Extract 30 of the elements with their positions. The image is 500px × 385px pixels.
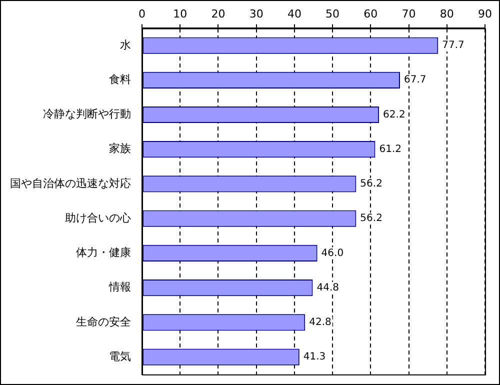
x-tick-label: 30 bbox=[249, 7, 264, 20]
data-label: 44.8 bbox=[316, 282, 340, 294]
y-tick-label: 体力・健康 bbox=[76, 246, 131, 260]
x-tick-label: 50 bbox=[326, 7, 340, 20]
x-tick-label: 60 bbox=[364, 7, 378, 20]
x-tick-label: 0 bbox=[138, 7, 146, 20]
x-tick-label: 10 bbox=[173, 7, 188, 20]
data-label: 46.0 bbox=[321, 248, 344, 259]
y-tick-label: 電気 bbox=[109, 350, 131, 363]
y-tick-label: 食料 bbox=[109, 72, 131, 86]
data-label: 56.2 bbox=[360, 213, 382, 224]
data-label: 41.3 bbox=[303, 352, 326, 363]
y-tick-label: 水 bbox=[120, 38, 131, 52]
y-tick-label: 生命の安全 bbox=[76, 315, 131, 328]
x-tick-label: 80 bbox=[440, 7, 454, 20]
y-tick-label: 情報 bbox=[108, 280, 131, 294]
data-label: 61.2 bbox=[379, 144, 402, 155]
data-label: 56.2 bbox=[360, 178, 382, 190]
x-tick-label: 40 bbox=[287, 7, 302, 20]
data-label: 42.8 bbox=[309, 317, 332, 328]
data-label: 62.2 bbox=[383, 109, 406, 120]
data-label: 77.7 bbox=[442, 40, 464, 52]
y-tick-label: 家族 bbox=[109, 142, 131, 156]
x-tick-label: 20 bbox=[211, 7, 226, 20]
data-label: 67.7 bbox=[404, 74, 426, 86]
y-tick-label: 冷静な判断や行動 bbox=[43, 108, 131, 121]
x-tick-label: 90 bbox=[478, 7, 492, 20]
y-tick-label: 助け合いの心 bbox=[65, 211, 131, 224]
x-tick-label: 70 bbox=[402, 7, 416, 20]
y-tick-label: 国や自治体の迅速な対応 bbox=[10, 176, 131, 190]
